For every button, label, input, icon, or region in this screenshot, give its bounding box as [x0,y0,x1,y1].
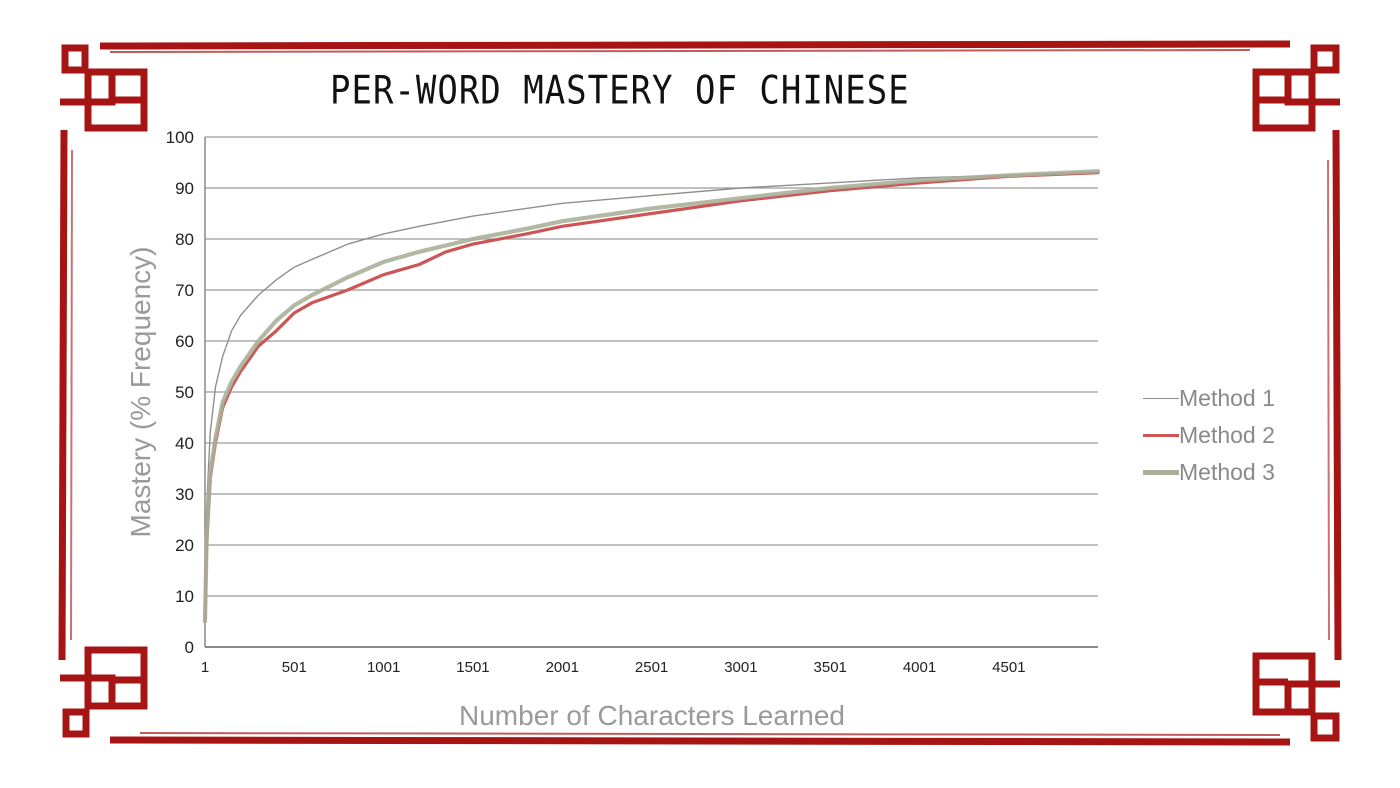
legend-label: Method 1 [1179,385,1275,411]
x-tick-label: 3501 [814,659,847,676]
legend: Method 1 Method 2 Method 3 [1143,380,1275,491]
x-tick-label: 1001 [367,659,400,676]
corner-ornament-top-right [1252,44,1340,132]
x-tick-label: 501 [282,659,307,676]
y-tick-label: 30 [175,485,194,504]
x-tick-label: 3001 [724,659,757,676]
series-line-method-2 [203,171,1100,624]
legend-label: Method 3 [1179,459,1275,485]
x-tick-label: 1 [201,659,209,676]
x-tick-label: 2001 [546,659,579,676]
x-tick-label: 4501 [992,659,1025,676]
legend-item-method-2: Method 2 [1143,417,1275,454]
y-tick-label: 20 [175,536,194,555]
legend-item-method-3: Method 3 [1143,454,1275,491]
legend-label: Method 2 [1179,422,1275,448]
y-tick-label: 10 [175,587,194,606]
y-tick-label: 70 [175,281,194,300]
corner-ornament-top-left [60,44,148,132]
y-axis-label: Mastery (% Frequency) [125,246,156,538]
series-line-method-1 [204,172,1099,623]
y-tick-label: 60 [175,332,194,351]
corner-ornament-bottom-right [1252,652,1340,742]
y-tick-label: 0 [185,638,194,657]
x-axis-label: Number of Characters Learned [459,700,845,731]
series-lines [202,169,1101,624]
legend-item-method-1: Method 1 [1143,380,1275,417]
chart-title: PER-WORD MASTERY OF CHINESE [330,68,910,114]
legend-swatch [1143,470,1179,475]
legend-swatch [1143,397,1179,400]
legend-swatch [1143,433,1179,438]
corner-ornament-bottom-left [60,646,148,738]
y-tick-label: 100 [166,128,194,147]
x-tick-label: 2501 [635,659,668,676]
y-tick-label: 40 [175,434,194,453]
y-tick-label: 90 [175,179,194,198]
series-line-method-3 [202,169,1101,624]
y-tick-label: 80 [175,230,194,249]
x-tick-label: 1501 [456,659,489,676]
y-tick-label: 50 [175,383,194,402]
x-tick-label: 4001 [903,659,936,676]
